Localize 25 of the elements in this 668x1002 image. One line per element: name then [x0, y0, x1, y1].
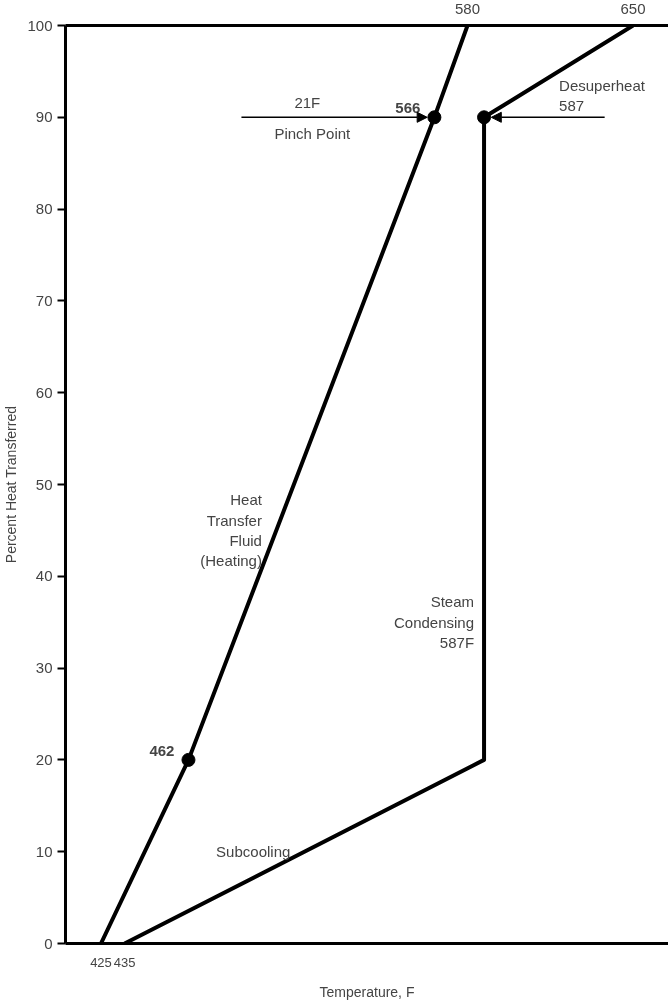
x-axis-title: Temperature, F [319, 983, 415, 1000]
y-tick-label: 60 [35, 383, 53, 401]
y-tick-label: 90 [35, 108, 53, 126]
annotation: Steam Condensing 587F [393, 593, 475, 652]
annotation: Subcooling [216, 843, 291, 861]
annotation: 566 [395, 99, 421, 117]
y-tick-label: 0 [44, 934, 53, 952]
annotation: Desuperheat 587 [559, 76, 646, 115]
annotation: 21F [294, 94, 321, 112]
y-axis-title: Percent Heat Transferred [3, 406, 20, 564]
annotation: Pinch Point [274, 125, 352, 143]
x-tick-label: 425 [90, 954, 112, 970]
x2-tick-label: 580 [454, 0, 481, 17]
y-tick-label: 80 [35, 200, 53, 218]
x-tick-label: 435 [113, 954, 136, 970]
y-tick-label: 20 [35, 750, 53, 768]
annotation: Heat Transfer Fluid (Heating) [200, 491, 263, 570]
y-tick-label: 30 [35, 659, 53, 677]
y-tick-label: 10 [35, 842, 53, 860]
x2-tick-label: 650 [620, 0, 646, 17]
y-tick-label: 70 [35, 291, 53, 309]
y-tick-label: 40 [35, 567, 53, 585]
annotation: 462 [149, 741, 175, 759]
y-tick-label: 50 [35, 475, 53, 493]
y-tick-label: 100 [27, 16, 53, 34]
